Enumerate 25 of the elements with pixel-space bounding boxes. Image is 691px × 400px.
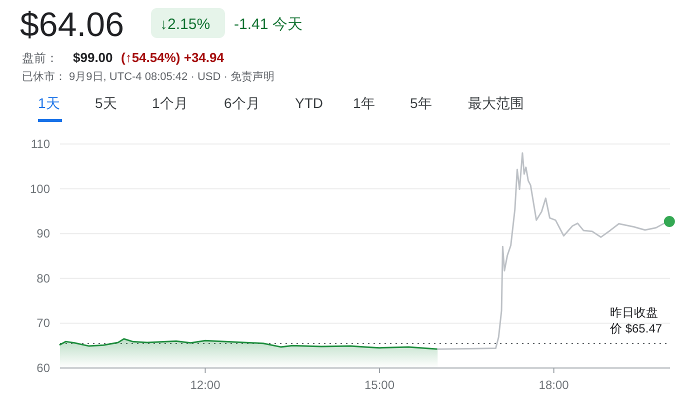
text: ↓2.15%	[160, 16, 210, 33]
x-tick-label: 12:00	[190, 378, 221, 392]
text: 1年	[353, 95, 375, 111]
y-tick-label: 80	[36, 271, 50, 286]
y-tick-label: 110	[30, 137, 50, 151]
y-tick-label: 100	[30, 182, 50, 196]
text: 1天	[38, 95, 60, 111]
text: (↑54.54%) +34.94	[121, 50, 225, 65]
y-tick-label: 70	[36, 316, 50, 330]
text: -1.41 今天	[234, 16, 302, 33]
text: 5年	[410, 95, 432, 111]
text: 6个月	[224, 95, 260, 111]
y-tick-label: 60	[36, 361, 50, 375]
text: 1个月	[152, 95, 188, 111]
y-tick-label: 90	[36, 226, 50, 241]
text: $99.00	[73, 50, 113, 65]
chart-title: $64.06	[20, 6, 124, 44]
x-tick-label: 15:00	[364, 378, 395, 392]
text: 5天	[95, 95, 117, 111]
text: 最大范围	[468, 95, 524, 111]
text: 盘前：	[22, 51, 58, 65]
text: 已休市： 9月9日, UTC-4 08:05:42 · USD · 免责声明	[22, 70, 274, 83]
text: YTD	[295, 95, 323, 111]
ref-line-label: 昨日收盘价 $65.47	[609, 305, 662, 336]
x-tick-label: 18:00	[538, 378, 570, 392]
